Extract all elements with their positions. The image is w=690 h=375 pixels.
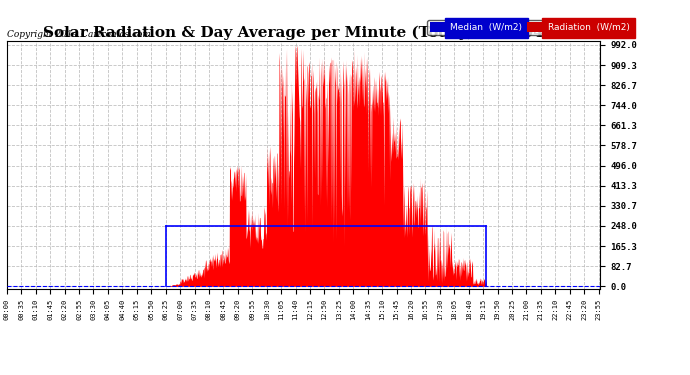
Legend: Median  (W/m2), Radiation  (W/m2): Median (W/m2), Radiation (W/m2) bbox=[427, 20, 632, 35]
Text: Copyright 2014 Cartronics.com: Copyright 2014 Cartronics.com bbox=[7, 30, 151, 39]
Title: Solar Radiation & Day Average per Minute (Today) 20140408: Solar Radiation & Day Average per Minute… bbox=[43, 26, 564, 40]
